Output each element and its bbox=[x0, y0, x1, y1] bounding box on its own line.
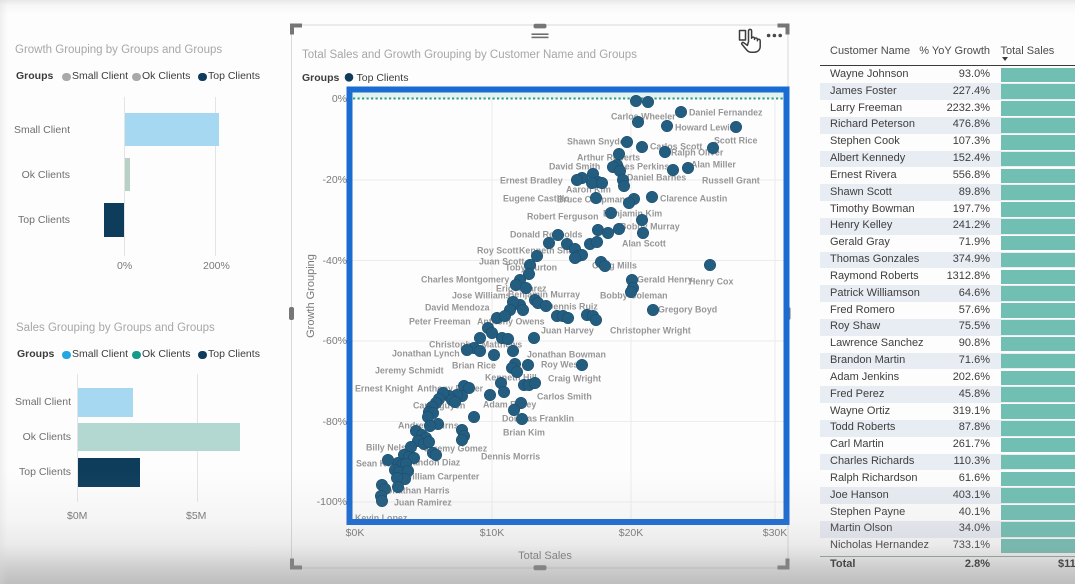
svg-text:Dennis Morris: Dennis Morris bbox=[481, 451, 540, 461]
svg-text:Bobby Murray: Bobby Murray bbox=[620, 221, 680, 231]
svg-text:Russell Grant: Russell Grant bbox=[702, 175, 760, 185]
svg-text:Gregory Boyd: Gregory Boyd bbox=[658, 304, 717, 314]
svg-text:David Mendoza: David Mendoza bbox=[425, 302, 490, 312]
svg-text:Howard Lewis: Howard Lewis bbox=[675, 122, 735, 132]
svg-text:Robert Ferguson: Robert Ferguson bbox=[527, 211, 599, 221]
svg-text:Growth Grouping: Growth Grouping bbox=[305, 254, 317, 338]
svg-text:Scott Rice: Scott Rice bbox=[714, 135, 757, 145]
svg-text:Benjamin Murray: Benjamin Murray bbox=[508, 289, 580, 299]
svg-text:Peter Freeman: Peter Freeman bbox=[409, 316, 471, 326]
svg-text:Clarence Austin: Clarence Austin bbox=[660, 193, 727, 203]
svg-text:0%: 0% bbox=[332, 93, 347, 105]
svg-text:Christopher Wright: Christopher Wright bbox=[610, 325, 691, 335]
svg-text:-80%: -80% bbox=[322, 416, 347, 428]
svg-text:-20%: -20% bbox=[322, 174, 347, 186]
svg-text:Alan Scott: Alan Scott bbox=[622, 238, 666, 248]
svg-text:Ernest Knight: Ernest Knight bbox=[355, 383, 413, 393]
svg-text:Gerald Henry: Gerald Henry bbox=[637, 274, 693, 284]
svg-text:Brian Kim: Brian Kim bbox=[503, 427, 545, 437]
svg-text:Henry Cox: Henry Cox bbox=[689, 276, 733, 286]
svg-text:Total Sales: Total Sales bbox=[518, 550, 572, 562]
svg-text:$20K: $20K bbox=[619, 527, 644, 539]
svg-text:Roy Scott: Roy Scott bbox=[477, 245, 518, 255]
svg-text:Carlos Smith: Carlos Smith bbox=[537, 391, 592, 401]
svg-text:Top Clients: Top Clients bbox=[357, 72, 409, 84]
svg-text:Total Sales and Growth Groupin: Total Sales and Growth Grouping by Custo… bbox=[302, 49, 637, 61]
svg-text:$30K: $30K bbox=[763, 527, 788, 539]
svg-text:Groups: Groups bbox=[302, 72, 339, 84]
svg-text:-60%: -60% bbox=[322, 335, 347, 347]
svg-text:Ernest Bradley: Ernest Bradley bbox=[500, 175, 563, 185]
svg-text:Shawn Snyder: Shawn Snyder bbox=[567, 136, 629, 146]
svg-text:$0K: $0K bbox=[346, 527, 365, 539]
svg-text:Juan Harvey: Juan Harvey bbox=[541, 325, 594, 335]
svg-text:Juan Ramirez: Juan Ramirez bbox=[394, 497, 452, 507]
svg-text:Daniel Fernandez: Daniel Fernandez bbox=[689, 107, 763, 117]
svg-text:-40%: -40% bbox=[322, 255, 347, 267]
svg-text:-100%: -100% bbox=[317, 496, 347, 508]
svg-text:Craig Wright: Craig Wright bbox=[548, 373, 601, 383]
svg-text:Jeremy Schmidt: Jeremy Schmidt bbox=[375, 365, 444, 375]
svg-text:Brian Rice: Brian Rice bbox=[452, 360, 496, 370]
svg-text:Dennis Ruiz: Dennis Ruiz bbox=[547, 301, 598, 311]
svg-text:Roy West: Roy West bbox=[541, 359, 581, 369]
svg-text:Jonathan Bowman: Jonathan Bowman bbox=[527, 349, 606, 359]
svg-text:Jonathan Lynch: Jonathan Lynch bbox=[392, 348, 460, 358]
svg-text:Alan Miller: Alan Miller bbox=[691, 159, 736, 169]
svg-text:$10K: $10K bbox=[480, 527, 505, 539]
svg-text:Jose Williams: Jose Williams bbox=[452, 290, 511, 300]
svg-text:William Carpenter: William Carpenter bbox=[404, 471, 480, 481]
